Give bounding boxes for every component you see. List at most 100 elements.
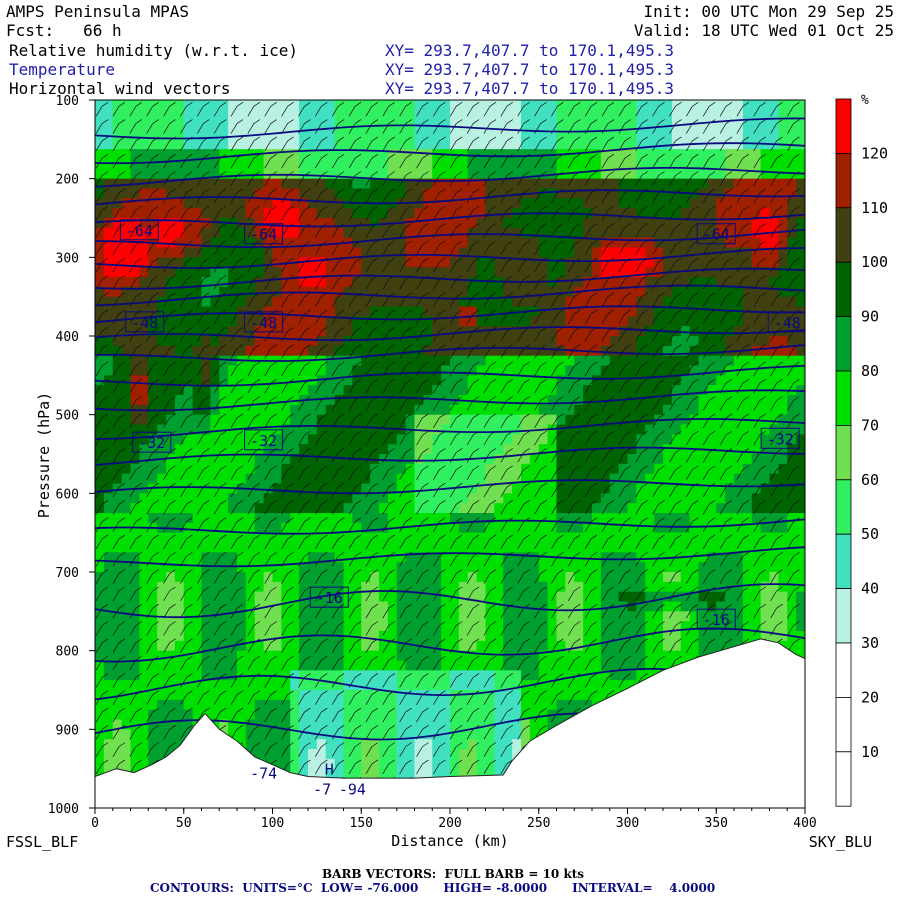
rh-cell (521, 129, 531, 140)
rh-cell (574, 355, 584, 367)
rh-cell (281, 513, 291, 524)
rh-cell (379, 434, 389, 445)
rh-cell (174, 375, 185, 386)
rh-cell (121, 424, 132, 435)
rh-cell (343, 611, 353, 622)
rh-cell (467, 611, 478, 622)
rh-cell (334, 257, 345, 268)
rh-cell (565, 493, 575, 504)
rh-cell (485, 119, 495, 131)
rh-cell (139, 680, 149, 691)
rh-cell (592, 493, 602, 504)
rh-cell (201, 365, 211, 376)
rh-cell (210, 670, 220, 681)
rh-cell (334, 660, 345, 671)
rh-cell (139, 581, 149, 593)
rh-cell (334, 434, 345, 445)
rh-cell (450, 631, 460, 642)
rh-cell (609, 483, 620, 494)
rh-cell (405, 483, 416, 494)
rh-cell (654, 493, 664, 504)
rh-cell (237, 611, 247, 622)
rh-cell (441, 473, 451, 485)
rh-cell (308, 680, 318, 691)
rh-cell (583, 129, 593, 140)
rh-cell (529, 227, 540, 239)
rh-cell (183, 188, 194, 199)
rh-cell (219, 631, 229, 642)
rh-cell (592, 119, 602, 131)
rh-cell (281, 227, 291, 239)
rh-cell (485, 631, 495, 642)
rh-cell (432, 699, 442, 711)
rh-cell (157, 100, 167, 111)
rh-cell (308, 385, 318, 396)
rh-cell (583, 542, 593, 553)
rh-cell (494, 237, 504, 249)
rh-cell (503, 218, 513, 229)
rh-cell (396, 296, 407, 308)
rh-cell (245, 237, 256, 249)
rh-cell (521, 739, 531, 750)
rh-cell (512, 286, 522, 298)
rh-cell (299, 562, 309, 573)
rh-cell (574, 227, 584, 239)
rh-cell (219, 198, 229, 209)
rh-cell (254, 463, 265, 475)
rh-cell (458, 758, 469, 770)
rh-cell (308, 257, 318, 268)
rh-cell (112, 168, 123, 180)
rh-cell (547, 336, 558, 347)
rh-cell (103, 296, 114, 308)
rh-cell (183, 326, 194, 337)
rh-cell (361, 375, 371, 386)
rh-cell (592, 473, 602, 485)
rh-cell (219, 385, 229, 396)
rh-cell (228, 208, 238, 219)
rh-cell (192, 513, 203, 524)
rh-cell (370, 660, 380, 671)
rh-cell (654, 473, 664, 485)
rh-cell (281, 129, 291, 140)
rh-cell (494, 581, 504, 593)
rh-cell (387, 601, 398, 612)
rh-cell (467, 513, 478, 524)
rh-cell (325, 434, 336, 445)
rh-cell (219, 670, 229, 681)
rh-cell (663, 247, 673, 258)
rh-cell (210, 552, 220, 563)
rh-cell (698, 149, 708, 160)
rh-cell (308, 316, 318, 327)
rh-cell (254, 227, 265, 239)
rh-cell (379, 375, 389, 386)
rh-cell (450, 109, 460, 121)
rh-cell (494, 247, 504, 258)
rh-cell (503, 424, 513, 435)
rh-cell (423, 729, 433, 740)
rh-cell (325, 119, 336, 131)
rh-cell (521, 729, 531, 740)
rh-cell (671, 444, 682, 455)
rh-cell (192, 218, 203, 229)
rh-cell (494, 621, 504, 632)
rh-cell (370, 749, 380, 760)
rh-cell (290, 513, 300, 524)
rh-cell (387, 454, 398, 465)
rh-cell (538, 611, 549, 622)
rh-cell (467, 719, 478, 730)
rh-cell (574, 306, 584, 317)
rh-cell (512, 385, 522, 396)
rh-cell (432, 739, 442, 750)
rh-cell (565, 670, 575, 681)
rh-cell (636, 286, 646, 298)
rh-cell (592, 532, 602, 544)
rh-cell (538, 483, 549, 494)
rh-cell (95, 729, 105, 740)
rh-cell (210, 208, 220, 219)
rh-cell (467, 572, 478, 583)
rh-cell (476, 385, 487, 396)
rh-cell (290, 758, 300, 770)
rh-cell (130, 296, 140, 308)
rh-cell (494, 188, 504, 199)
rh-cell (334, 277, 345, 288)
